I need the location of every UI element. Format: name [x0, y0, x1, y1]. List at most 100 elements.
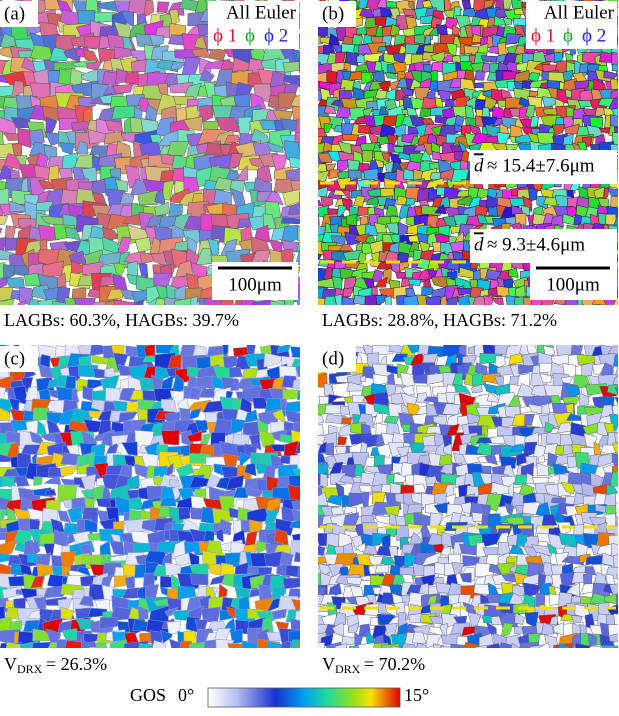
- grain: [30, 575, 45, 589]
- grain: [298, 57, 300, 74]
- grain: [346, 381, 368, 392]
- grain: [289, 519, 300, 529]
- grain: [60, 606, 75, 620]
- grain: [288, 157, 300, 169]
- grain: [484, 455, 498, 466]
- label-box: [0, 346, 38, 372]
- grain: [212, 507, 235, 525]
- grain: [341, 417, 353, 425]
- grain: [323, 123, 333, 133]
- grain: [318, 170, 330, 183]
- caption-symbol: V: [4, 654, 17, 674]
- grain: [109, 639, 127, 648]
- grain: [116, 236, 132, 257]
- grain: [122, 212, 143, 226]
- legend-title: All Euler: [226, 2, 297, 23]
- grain: [614, 386, 618, 395]
- grain: [524, 456, 538, 467]
- grain: [109, 540, 126, 556]
- grain: [391, 645, 403, 648]
- grain: [405, 197, 416, 206]
- grain: [285, 565, 300, 578]
- grain: [302, 398, 313, 415]
- grain: [318, 163, 327, 173]
- grain: [528, 187, 538, 202]
- grain: [543, 443, 558, 455]
- grain: [399, 371, 415, 389]
- grain: [233, 93, 251, 108]
- grain: [492, 297, 504, 305]
- grain: [207, 238, 220, 257]
- grain: [121, 441, 138, 456]
- grain: [222, 453, 238, 468]
- grain: [323, 105, 336, 115]
- grain: [291, 49, 300, 63]
- grain: [152, 640, 166, 648]
- grain: [393, 472, 407, 483]
- grain: [595, 504, 607, 514]
- grain: [296, 296, 300, 305]
- colorbar-max: 15°: [404, 685, 429, 705]
- grain: [486, 642, 501, 648]
- grain: [447, 296, 459, 305]
- grain: [357, 642, 377, 648]
- grain: [293, 551, 300, 563]
- grain: [241, 367, 258, 379]
- grain: [287, 484, 300, 503]
- grain: [3, 264, 17, 282]
- grain: [446, 177, 454, 191]
- grain: [541, 96, 559, 110]
- grain: [326, 495, 342, 507]
- grain: [365, 195, 380, 206]
- grain: [443, 443, 453, 458]
- grain: [276, 345, 291, 354]
- grain: [505, 143, 520, 151]
- grain: [587, 632, 597, 646]
- grain: [615, 516, 618, 528]
- grain: [328, 582, 342, 597]
- grain: [105, 387, 122, 403]
- grain: [326, 70, 338, 85]
- grain: [346, 576, 363, 586]
- grain: [384, 71, 397, 79]
- legend-box: [208, 1, 299, 49]
- grain: [289, 539, 300, 557]
- grain: [603, 187, 610, 201]
- legend-phi: ϕ: [245, 25, 255, 46]
- grain: [281, 239, 300, 253]
- grain: [166, 462, 174, 477]
- grain: [0, 407, 11, 421]
- grain: [126, 489, 142, 500]
- grain: [265, 190, 284, 206]
- grain: [168, 202, 183, 218]
- grain: [45, 488, 57, 496]
- grain: [395, 271, 408, 279]
- grain: [113, 21, 133, 41]
- grain: [334, 294, 343, 305]
- grain: [318, 545, 326, 556]
- grain: [612, 216, 618, 227]
- dashed-lines: [320, 181, 616, 610]
- panel-label: (d): [322, 348, 344, 369]
- grain: [381, 152, 391, 163]
- grain: [269, 299, 285, 305]
- grain: [282, 189, 300, 207]
- grain: [438, 124, 460, 139]
- grain: [539, 641, 550, 648]
- grain: [494, 355, 506, 370]
- grain: [422, 96, 438, 110]
- grain: [75, 140, 89, 155]
- grain: [287, 201, 300, 215]
- grain: [611, 52, 618, 66]
- grain: [416, 294, 430, 305]
- grain: [578, 392, 590, 407]
- grain: [168, 638, 184, 648]
- grain: [463, 642, 479, 648]
- grain: [190, 296, 198, 305]
- grain: [374, 159, 384, 168]
- grain: [615, 502, 618, 518]
- grain: [338, 243, 354, 252]
- grain: [318, 213, 320, 226]
- grain: [115, 179, 128, 193]
